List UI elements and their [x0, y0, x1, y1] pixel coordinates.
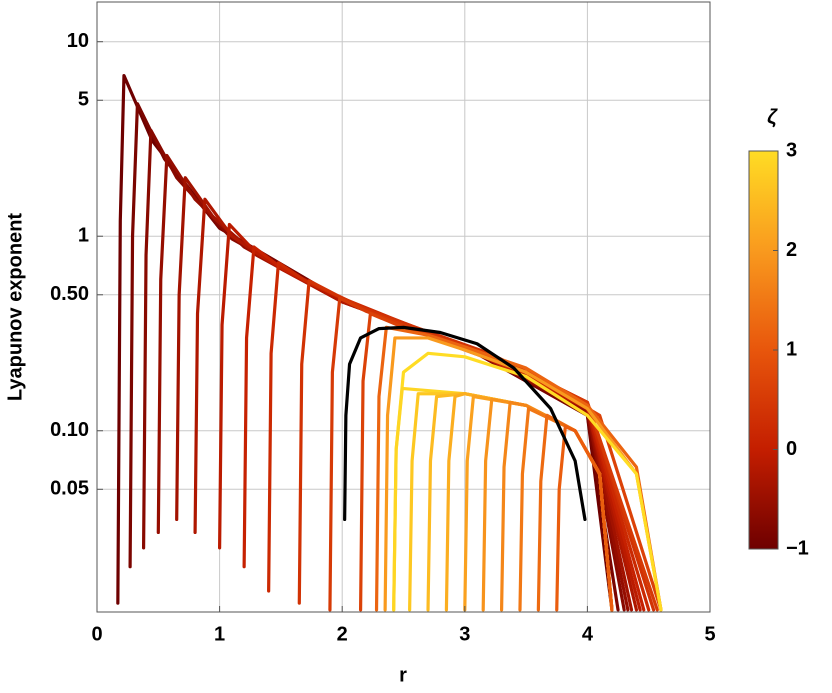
- x-axis-title: r: [399, 664, 407, 686]
- plot-frame: [96, 1, 711, 613]
- colorbar-title: ζ: [767, 106, 778, 128]
- curve: [128, 102, 620, 612]
- colorbar-tick-label: 0: [786, 438, 797, 460]
- x-tick-label: 2: [337, 623, 348, 645]
- y-tick-label: 0.10: [50, 419, 89, 441]
- x-tick-label: 0: [91, 623, 102, 645]
- curve: [141, 128, 626, 612]
- y-tick-label: 5: [78, 89, 89, 111]
- curve: [343, 325, 587, 522]
- colorbar-tick-label: 1: [786, 338, 797, 360]
- x-tick-label: 3: [459, 623, 470, 645]
- curve: [555, 425, 614, 612]
- y-tick-label: 0.50: [50, 283, 89, 305]
- colorbar-tick-label: −1: [786, 537, 809, 559]
- y-tick-label: 1: [78, 225, 89, 247]
- colorbar-tick-label: 3: [786, 139, 797, 161]
- x-tick-label: 4: [582, 623, 594, 645]
- curve: [116, 73, 614, 612]
- curve: [242, 245, 646, 612]
- x-tick-label: 1: [214, 623, 225, 645]
- lines: [116, 73, 663, 612]
- y-tick-label: 10: [67, 30, 89, 52]
- y-axis-title: Lyapunov exponent: [4, 213, 26, 402]
- y-tick-label: 0.05: [50, 478, 89, 500]
- colorbar-tick-label: 2: [786, 239, 797, 261]
- x-tick-label: 5: [704, 623, 715, 645]
- curve: [374, 325, 663, 612]
- axes: 0 1 2 3 4 5 10 5 1 0.50 0.10 0.05: [50, 30, 716, 645]
